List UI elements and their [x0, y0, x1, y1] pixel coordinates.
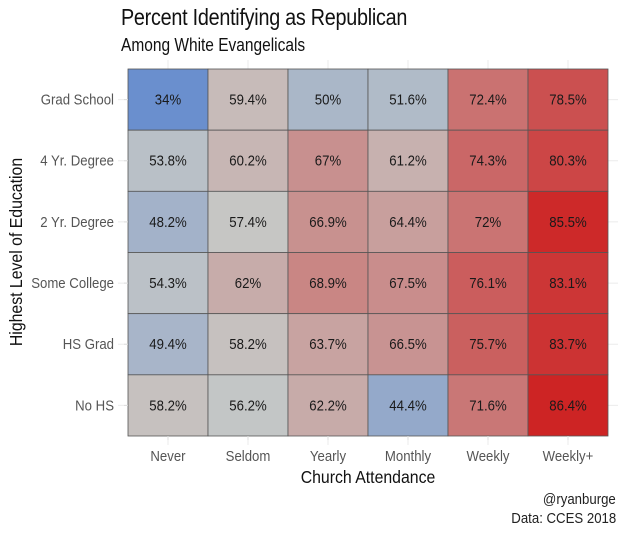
cell-label: 78.5% — [549, 91, 587, 108]
caption-source: Data: CCES 2018 — [511, 510, 616, 527]
cell-label: 66.9% — [309, 213, 347, 230]
cell-label: 44.4% — [389, 397, 427, 414]
cell-label: 71.6% — [469, 397, 507, 414]
cell-label: 58.2% — [229, 335, 267, 352]
heatmap-cell — [527, 68, 609, 131]
x-tick-label: Monthly — [385, 447, 432, 464]
heatmap-cell — [287, 129, 369, 192]
heatmap-cell — [287, 374, 369, 437]
heatmap-cell — [367, 129, 449, 192]
cell-label: 67.5% — [389, 274, 427, 291]
cell-label: 54.3% — [149, 274, 187, 291]
cell-label: 67% — [315, 152, 342, 169]
cell-label: 86.4% — [549, 397, 587, 414]
cell-label: 74.3% — [469, 152, 507, 169]
x-tick-label: Yearly — [310, 447, 347, 464]
heatmap-cell — [527, 313, 609, 376]
chart-subtitle: Among White Evangelicals — [121, 35, 306, 55]
heatmap-cell — [447, 129, 529, 192]
y-tick-label: 2 Yr. Degree — [40, 213, 114, 230]
heatmap-cell — [127, 313, 209, 376]
cell-label: 56.2% — [229, 397, 267, 414]
heatmap-cell — [287, 313, 369, 376]
cell-label: 57.4% — [229, 213, 267, 230]
x-tick-label: Weekly+ — [543, 447, 594, 464]
cell-label: 63.7% — [309, 335, 347, 352]
cell-label: 75.7% — [469, 335, 507, 352]
cell-label: 34% — [155, 91, 182, 108]
cell-label: 62% — [235, 274, 262, 291]
cell-label: 85.5% — [549, 213, 587, 230]
heatmap-cell — [367, 68, 449, 131]
heatmap-cell — [207, 190, 289, 253]
cell-label: 83.1% — [549, 274, 587, 291]
heatmap-cell — [527, 374, 609, 437]
cell-label: 61.2% — [389, 152, 427, 169]
heatmap-cell — [127, 374, 209, 437]
y-tick-label: Grad School — [41, 91, 114, 108]
chart-title: Percent Identifying as Republican — [121, 4, 408, 30]
cell-label: 51.6% — [389, 91, 427, 108]
x-axis-title: Church Attendance — [301, 467, 436, 487]
cell-label: 83.7% — [549, 335, 587, 352]
heatmap-cell — [127, 68, 209, 131]
x-tick-label: Seldom — [226, 447, 271, 464]
cell-label: 62.2% — [309, 397, 347, 414]
cell-label: 72% — [475, 213, 502, 230]
caption-author: @ryanburge — [543, 491, 616, 508]
cell-labels: 34% 59.4% 50% 51.6% 72.4% 78.5% 53.8% 60.2% 67% 6… — [149, 91, 587, 414]
cell-label: 49.4% — [149, 335, 187, 352]
heatmap-cell — [127, 252, 209, 315]
cell-label: 48.2% — [149, 213, 187, 230]
cell-label: 76.1% — [469, 274, 507, 291]
cell-label: 58.2% — [149, 397, 187, 414]
heatmap-cell — [527, 252, 609, 315]
heatmap-cell — [287, 190, 369, 253]
x-tick-label: Weekly — [467, 447, 511, 464]
heatmap-cell — [447, 68, 529, 131]
heatmap-cell — [287, 252, 369, 315]
heatmap-cell — [127, 190, 209, 253]
cell-label: 80.3% — [549, 152, 587, 169]
x-tick-label: Never — [150, 447, 185, 464]
cell-label: 50% — [315, 91, 342, 108]
cell-label: 64.4% — [389, 213, 427, 230]
y-tick-label: 4 Yr. Degree — [40, 152, 114, 169]
cell-label: 66.5% — [389, 335, 427, 352]
cell-label: 68.9% — [309, 274, 347, 291]
cell-label: 72.4% — [469, 91, 507, 108]
x-axis-ticks: Never Seldom Yearly Monthly Weekly Weekly+ — [150, 436, 593, 464]
heatmap-cell — [527, 190, 609, 253]
y-axis-title: Highest Level of Education — [6, 158, 26, 346]
heatmap-cell — [527, 129, 609, 192]
y-tick-label: No HS — [75, 397, 114, 414]
heatmap-cell — [207, 374, 289, 437]
cell-label: 53.8% — [149, 152, 187, 169]
y-tick-label: Some College — [31, 274, 114, 291]
heatmap-cell — [367, 252, 449, 315]
y-tick-label: HS Grad — [63, 335, 114, 352]
heatmap-cell — [447, 190, 529, 253]
cell-label: 60.2% — [229, 152, 267, 169]
heatmap-cell — [367, 190, 449, 253]
y-axis-ticks: Grad School 4 Yr. Degree 2 Yr. Degree Some … — [31, 91, 128, 414]
heatmap-cell — [447, 252, 529, 315]
heatmap-cells — [127, 68, 609, 437]
cell-label: 59.4% — [229, 91, 267, 108]
